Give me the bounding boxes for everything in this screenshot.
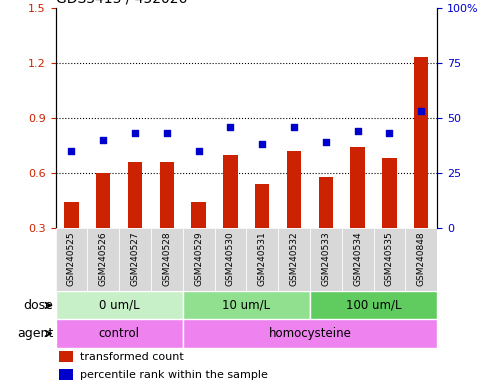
Bar (382, 158, 397, 228)
Text: GSM240529: GSM240529 (194, 231, 203, 286)
Text: percentile rank within the sample: percentile rank within the sample (80, 370, 268, 380)
Text: GSM240532: GSM240532 (289, 231, 298, 286)
Text: dose: dose (23, 299, 53, 312)
Text: GSM240535: GSM240535 (385, 231, 394, 286)
Text: GSM240528: GSM240528 (162, 231, 171, 286)
Bar (223, 155, 238, 228)
Bar (319, 177, 333, 228)
Bar (351, 147, 365, 228)
Text: GSM240534: GSM240534 (353, 231, 362, 286)
Text: GSM240527: GSM240527 (130, 231, 140, 286)
Bar (214, 228, 246, 291)
Point (227, 124, 234, 130)
Text: GSM240533: GSM240533 (321, 231, 330, 286)
Text: GSM240848: GSM240848 (417, 231, 426, 286)
Bar (342, 228, 373, 291)
Text: 0 um/L: 0 um/L (99, 299, 140, 312)
Bar (373, 228, 405, 291)
Text: 100 um/L: 100 um/L (346, 299, 401, 312)
Point (385, 130, 393, 136)
Bar (183, 319, 437, 348)
Point (131, 130, 139, 136)
Bar (246, 228, 278, 291)
Text: GDS3413 / 452026: GDS3413 / 452026 (56, 0, 187, 5)
Bar (119, 228, 151, 291)
Point (258, 141, 266, 147)
Text: GSM240531: GSM240531 (258, 231, 267, 286)
Text: GSM240530: GSM240530 (226, 231, 235, 286)
Bar (56, 319, 183, 348)
Point (195, 148, 202, 154)
Bar (278, 228, 310, 291)
Point (68, 148, 75, 154)
Bar (405, 228, 437, 291)
Point (290, 124, 298, 130)
Bar (310, 291, 437, 319)
Bar (128, 162, 142, 228)
Bar (59, 351, 73, 362)
Bar (255, 184, 270, 228)
Text: agent: agent (17, 327, 53, 340)
Text: homocysteine: homocysteine (269, 327, 351, 340)
Point (354, 128, 361, 134)
Point (322, 139, 330, 145)
Text: 10 um/L: 10 um/L (222, 299, 270, 312)
Bar (96, 173, 111, 228)
Text: transformed count: transformed count (80, 352, 184, 362)
Bar (87, 228, 119, 291)
Bar (183, 291, 310, 319)
Bar (310, 228, 342, 291)
Bar (414, 57, 428, 228)
Text: GSM240526: GSM240526 (99, 231, 108, 286)
Point (99, 137, 107, 143)
Bar (287, 151, 301, 228)
Bar (59, 369, 73, 380)
Bar (56, 291, 183, 319)
Bar (151, 228, 183, 291)
Bar (160, 162, 174, 228)
Text: GSM240525: GSM240525 (67, 231, 76, 286)
Point (417, 108, 425, 114)
Bar (183, 228, 214, 291)
Bar (191, 202, 206, 228)
Point (163, 130, 170, 136)
Bar (64, 202, 79, 228)
Text: control: control (99, 327, 140, 340)
Bar (56, 228, 87, 291)
